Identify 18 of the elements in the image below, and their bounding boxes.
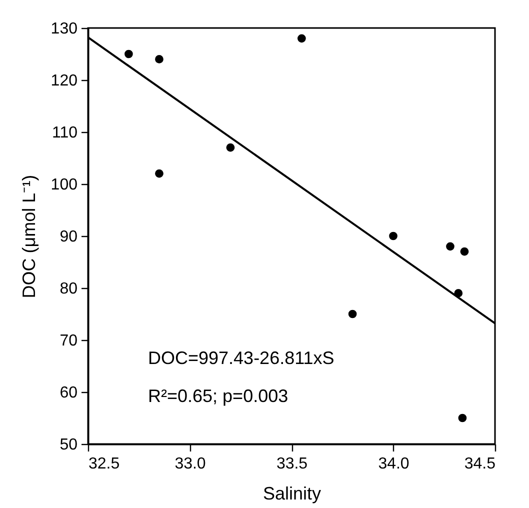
- y-tick-label: 110: [52, 124, 78, 142]
- y-tick-label: 80: [60, 280, 78, 298]
- y-tick-label: 100: [50, 176, 78, 194]
- y-tick-label: 50: [60, 436, 78, 454]
- y-tick-label: 70: [60, 332, 78, 350]
- x-tick-label: 33.0: [174, 456, 206, 472]
- x-axis-title: Salinity: [262, 484, 322, 504]
- y-tick-label: 120: [50, 72, 78, 90]
- annotation: R²=0.65; p=0.003: [148, 386, 288, 406]
- y-tick-label: 90: [60, 228, 78, 246]
- x-tick-label: 34.0: [378, 456, 410, 472]
- x-tick-label: 33.5: [276, 456, 308, 472]
- y-tick-label: 60: [60, 384, 78, 402]
- y-axis-title: DOC (μmol L⁻¹): [18, 174, 39, 298]
- x-tick-label: 32.5: [88, 456, 120, 472]
- annotation: DOC=997.43-26.811xS: [148, 348, 334, 368]
- x-tick-label: 34.5: [464, 456, 496, 472]
- y-tick-label: 130: [50, 20, 78, 38]
